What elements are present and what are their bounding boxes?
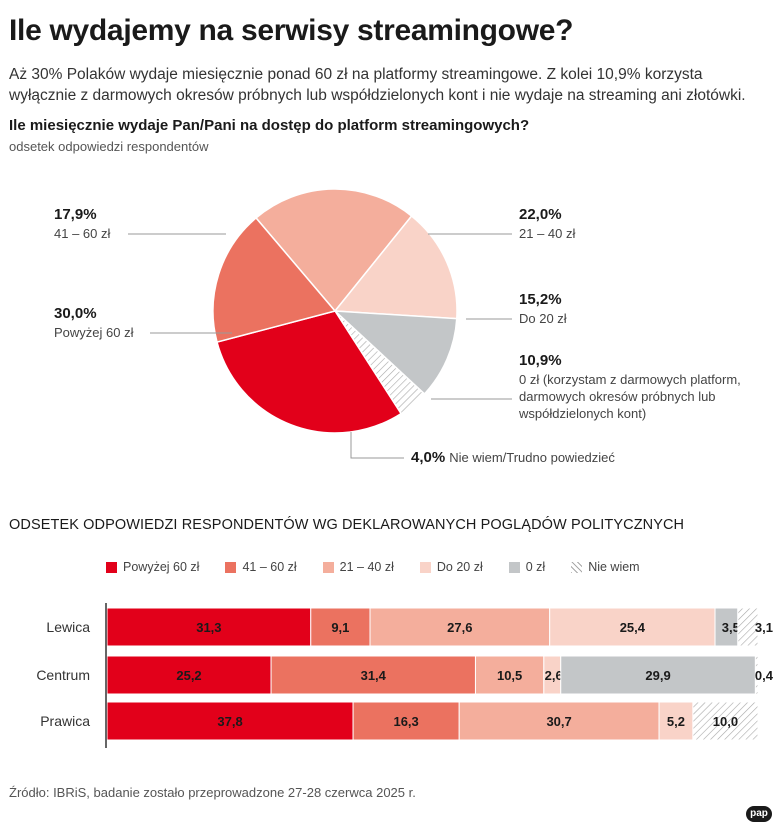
pie-note: odsetek odpowiedzi respondentów xyxy=(9,139,209,154)
legend-swatch xyxy=(106,561,117,573)
legend-label: 41 – 60 zł xyxy=(242,560,297,574)
legend-label: Powyżej 60 zł xyxy=(123,560,200,574)
bar-value-label: 29,9 xyxy=(645,668,670,683)
bar-value-label: 27,6 xyxy=(447,620,472,635)
bar-category-label: Lewica xyxy=(46,619,90,635)
pie-label-zero: 10,9% 0 zł (korzystam z darmowych platfo… xyxy=(519,352,764,422)
legend-label: Nie wiem xyxy=(588,560,640,574)
bar-value-label: 25,4 xyxy=(620,620,646,635)
legend-item-zero: 0 zł xyxy=(508,558,546,576)
bar-value-label: 9,1 xyxy=(331,620,349,635)
legend-item-upto20: Do 20 zł xyxy=(419,558,483,576)
bar-segment-zero xyxy=(560,655,756,695)
legend-swatch xyxy=(419,561,431,573)
pie-label-21-40: 22,0% 21 – 40 zł xyxy=(519,206,575,242)
pie-label-dontknow: 4,0% Nie wiem/Trudno powiedzieć xyxy=(411,449,615,466)
bar-segment-upto20 xyxy=(658,701,694,741)
bar-category-label: Prawica xyxy=(40,713,90,729)
legend-swatch xyxy=(571,561,583,573)
pie-label-upto20-pct: 15,2% xyxy=(519,291,562,308)
bar-value-label: 3,5 xyxy=(722,620,740,635)
bar-value-label: 16,3 xyxy=(393,714,418,729)
pie-label-upto20: 15,2% Do 20 zł xyxy=(519,291,567,327)
pie-slice-upto20 xyxy=(333,214,458,320)
pie-label-above60-pct: 30,0% xyxy=(54,305,97,322)
pie-label-zero-cat: 0 zł (korzystam z darmowych platform, da… xyxy=(519,372,741,421)
pie-label-41-60-cat: 41 – 60 zł xyxy=(54,226,111,241)
bar-value-label: 5,2 xyxy=(667,714,685,729)
pie-label-21-40-pct: 22,0% xyxy=(519,206,562,223)
source-note: Źródło: IBRiS, badanie zostało przeprowa… xyxy=(9,785,416,800)
legend-label: 0 zł xyxy=(525,560,546,574)
bar-segment-21-40 xyxy=(474,655,545,695)
legend-swatch xyxy=(225,561,237,573)
pie-label-upto20-cat: Do 20 zł xyxy=(519,311,567,326)
bar-value-label: 2,6 xyxy=(545,668,563,683)
bar-segment-21-40 xyxy=(369,607,551,647)
bars-section-title: ODSETEK ODPOWIEDZI RESPONDENTÓW WG DEKLA… xyxy=(9,517,685,533)
legend-item-above60: Powyżej 60 zł xyxy=(106,558,199,576)
bar-value-label: 10,0 xyxy=(713,714,738,729)
bar-value-label: 10,5 xyxy=(497,668,522,683)
pap-logo: pap xyxy=(746,806,772,822)
pie-label-21-40-cat: 21 – 40 zł xyxy=(519,226,576,241)
pie-label-41-60: 17,9% 41 – 60 zł xyxy=(54,206,110,242)
pie-label-above60-cat: Powyżej 60 zł xyxy=(54,325,134,340)
pie-label-dontknow-pct: 4,0% xyxy=(411,449,446,466)
pie-chart xyxy=(128,188,512,459)
legend-item-41-60: 41 – 60 zł xyxy=(225,558,297,576)
pie-label-dontknow-cat: Nie wiem/Trudno powiedzieć xyxy=(449,450,615,465)
intro-text: Aż 30% Polaków wydaje miesięcznie ponad … xyxy=(9,66,746,104)
bar-segment-dontknow xyxy=(692,701,759,741)
legend-item-21-40: 21 – 40 zł xyxy=(322,558,394,576)
pie-slice-41-60 xyxy=(212,216,337,343)
bar-segment-upto20 xyxy=(549,607,716,647)
stacked-bar-chart: Lewica 31,3 9,1 27,6 25,4 3,5 3,1 Centrum 25,2 31… xyxy=(36,603,774,748)
pie-label-above60: 30,0% Powyżej 60 zł xyxy=(54,305,133,341)
pie-slice-zero xyxy=(332,310,458,396)
page-title: Ile wydajemy na serwisy streamingowe? xyxy=(9,14,574,47)
bar-value-label: 0,4 xyxy=(755,668,774,683)
bar-value-label: 31,4 xyxy=(361,668,387,683)
legend-label: 21 – 40 zł xyxy=(339,560,394,574)
legend-item-dontknow: Nie wiem xyxy=(571,558,640,576)
pie-question: Ile miesięcznie wydaje Pan/Pani na dostę… xyxy=(9,117,530,134)
pie-slice-21-40 xyxy=(255,188,413,313)
bar-value-label: 30,7 xyxy=(546,714,571,729)
leader-dontknow xyxy=(350,432,404,459)
bar-category-label: Centrum xyxy=(36,667,90,683)
bar-value-label: 25,2 xyxy=(176,668,201,683)
bar-segment-dontknow xyxy=(737,607,759,647)
bar-value-label: 37,8 xyxy=(217,714,242,729)
bar-segment-above60 xyxy=(106,655,272,695)
pie-label-41-60-pct: 17,9% xyxy=(54,206,97,223)
bar-segment-41-60 xyxy=(310,607,371,647)
bars-legend: Powyżej 60 zł 41 – 60 zł 21 – 40 zł Do 2… xyxy=(106,558,640,576)
legend-swatch xyxy=(508,561,520,573)
bar-value-label: 3,1 xyxy=(755,620,773,635)
pie-label-zero-pct: 10,9% xyxy=(519,352,562,369)
bar-segment-dontknow xyxy=(754,655,759,695)
bar-value-label: 31,3 xyxy=(196,620,221,635)
legend-label: Do 20 zł xyxy=(436,560,483,574)
pie-slice-above60 xyxy=(216,310,403,434)
legend-swatch xyxy=(322,561,334,573)
